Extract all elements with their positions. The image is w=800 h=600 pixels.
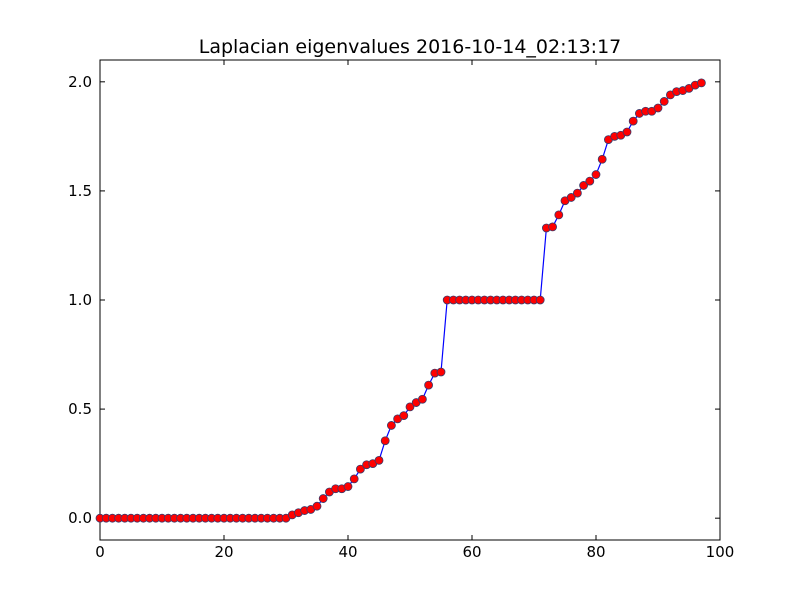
y-tick-label: 2.0 [68,73,92,91]
x-tick-label: 80 [586,543,605,561]
axis-ticks: 0 20 40 60 80 100 0.0 0.5 1.0 1.5 2.0 [68,60,734,561]
x-tick-label: 60 [462,543,481,561]
data-point [436,367,446,377]
data-point [417,394,427,404]
data-point [622,127,632,137]
data-point [535,295,545,305]
data-point [597,154,607,164]
data-point [573,188,582,198]
series-layer [95,78,706,523]
y-tick-label: 0.5 [68,400,92,418]
data-point [628,116,638,126]
chart-title: Laplacian eigenvalues 2016-10-14_02:13:1… [199,36,622,58]
x-tick-label: 40 [338,543,357,561]
data-point [312,501,322,511]
data-point [585,176,595,186]
data-point [659,97,669,106]
y-tick-label: 1.0 [68,291,92,309]
x-tick-label: 100 [706,543,735,561]
data-point [697,78,706,88]
y-tick-label: 0.0 [68,509,92,527]
data-point [566,193,576,202]
data-point [579,181,588,190]
data-point [405,402,415,412]
data-point [548,222,557,232]
data-point [399,411,409,421]
data-point [554,210,564,220]
x-tick-label: 0 [95,543,105,561]
data-point [349,474,359,484]
data-point [653,103,663,113]
x-tick-label: 20 [214,543,233,561]
data-point [355,464,365,474]
data-point [386,421,396,430]
data-point [424,380,434,390]
data-point [374,455,384,465]
data-point [380,436,390,446]
y-tick-label: 1.5 [68,182,92,200]
data-point [343,482,353,491]
data-point [591,170,601,179]
data-point [318,494,328,503]
